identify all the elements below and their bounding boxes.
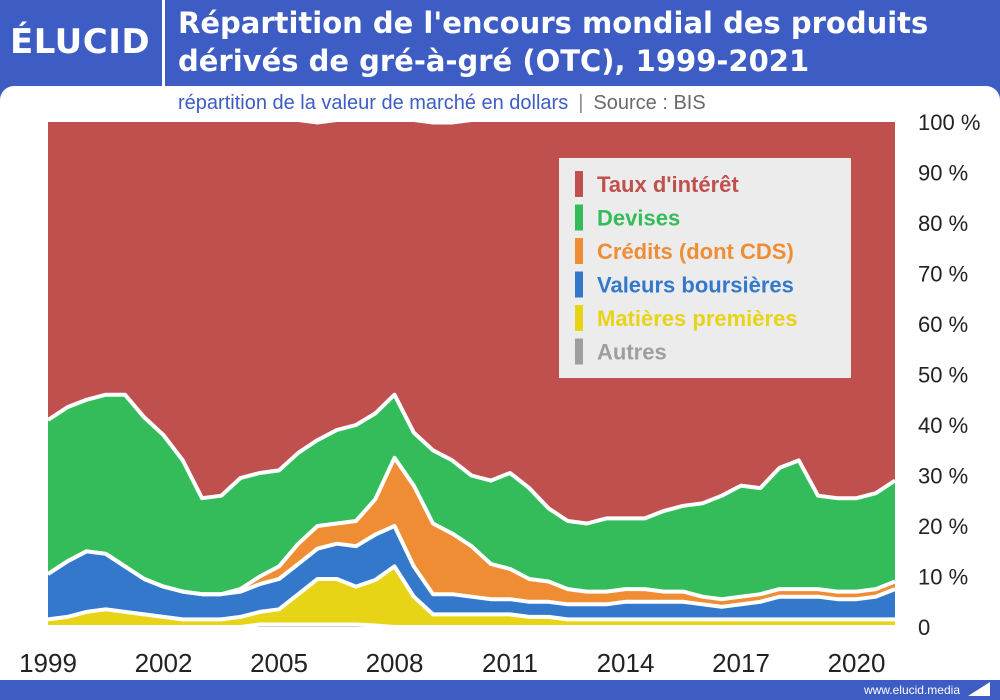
x-tick-label: 2014 [597, 648, 655, 678]
y-axis-ticks: 0 10 % 20 % 30 % 40 % 50 % 60 % 70 % 80 % 90 % 100… [918, 110, 980, 640]
legend-label-valeurs-boursieres: Valeurs boursières [597, 273, 794, 298]
y-tick-label: 50 % [918, 363, 968, 388]
y-tick-label: 70 % [918, 262, 968, 287]
x-tick-label: 2008 [366, 648, 424, 678]
legend-swatch-valeurs-boursieres [575, 271, 583, 298]
x-tick-label: 2020 [828, 648, 886, 678]
footer-url[interactable]: www.elucid.media [863, 683, 960, 697]
x-tick-label: 2002 [135, 648, 193, 678]
x-axis-ticks: 1999 2002 2005 2008 2011 2014 2017 2020 [19, 648, 885, 678]
area-credits-dont-cds [48, 457, 895, 607]
legend-swatch-credits-dont-cds [575, 238, 583, 264]
legend-label-taux-d-interet: Taux d'intérêt [597, 172, 739, 197]
legend-box [559, 158, 851, 378]
layer-boundary-autres [48, 622, 895, 629]
footer-strip [0, 680, 1000, 700]
subtitle-text: répartition de la valeur de marché en do… [178, 92, 569, 114]
legend-label-devises: Devises [597, 206, 680, 231]
y-tick-label: 0 [918, 615, 930, 640]
elucid-logo[interactable]: ÉLUCID [10, 22, 151, 62]
header-banner [0, 0, 1000, 86]
chart-subtitle: répartition de la valeur de marché en do… [178, 90, 706, 116]
legend-label-matieres-premieres: Matières premières [597, 306, 798, 331]
chart-title: Répartition de l'encours mondial des pro… [178, 6, 929, 78]
y-tick-label: 40 % [918, 413, 968, 438]
x-tick-label: 2005 [250, 648, 308, 678]
y-tick-label: 100 % [918, 110, 980, 135]
legend-swatch-matieres-premieres [575, 305, 583, 331]
logo-divider [162, 0, 165, 86]
legend-label-credits-dont-cds: Crédits (dont CDS) [597, 239, 794, 264]
layer-boundary-credits-dont-cds [46, 455, 896, 602]
layer-boundary-devises [46, 392, 897, 526]
elucid-mark-icon [968, 682, 990, 696]
legend-swatch-taux-d-interet [575, 171, 583, 197]
y-tick-label: 60 % [918, 312, 968, 337]
legend: Taux d'intérêt Devises Crédits (dont CDS) V… [559, 158, 851, 378]
x-tick-label: 2017 [712, 648, 770, 678]
area-valeurs-boursieres [48, 526, 895, 620]
layer-boundary-matieres-premieres [47, 564, 895, 622]
y-tick-label: 30 % [918, 464, 968, 489]
legend-swatch-devises [575, 204, 583, 231]
legend-swatch-autres [575, 338, 583, 365]
y-tick-label: 80 % [918, 211, 968, 236]
source-label: Source : BIS [593, 92, 706, 114]
x-tick-label: 2011 [482, 648, 538, 678]
x-tick-label: 1999 [19, 648, 77, 678]
y-tick-label: 10 % [918, 565, 968, 590]
area-devises [48, 394, 895, 600]
y-tick-label: 90 % [918, 161, 968, 186]
legend-label-autres: Autres [597, 340, 667, 365]
subtitle-separator: | [578, 92, 584, 114]
y-tick-label: 20 % [918, 514, 968, 539]
